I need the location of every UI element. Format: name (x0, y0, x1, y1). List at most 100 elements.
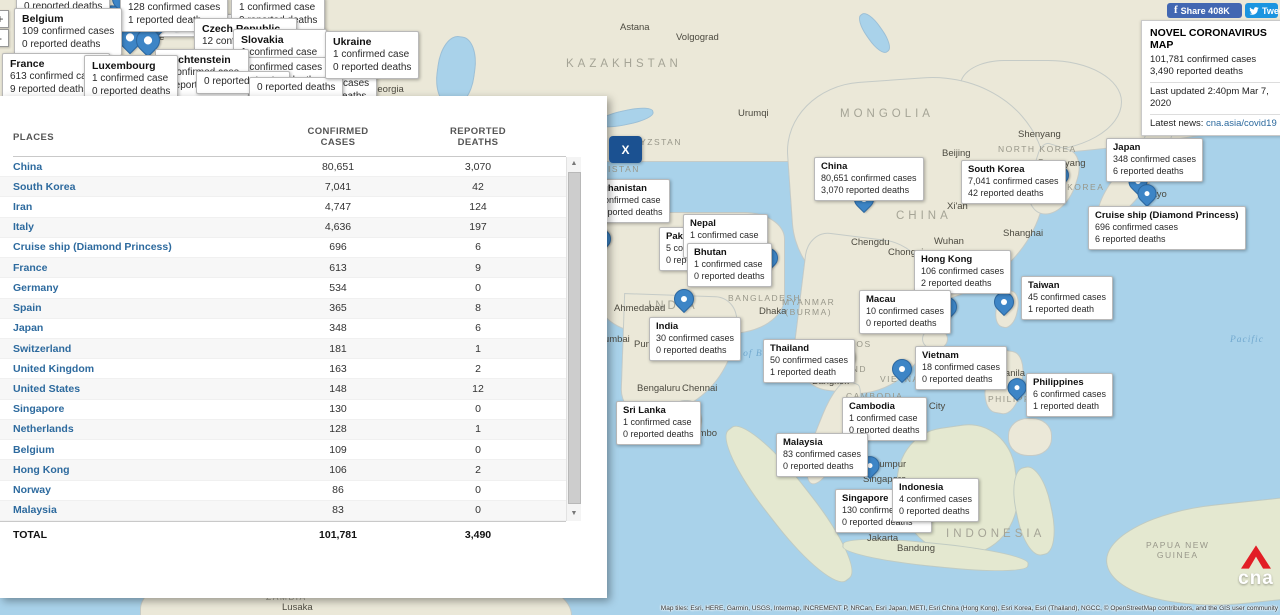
popup-line: 1 reported death (770, 366, 837, 377)
place-link[interactable]: Singapore (13, 403, 65, 416)
popup-line: 0 reported deaths (849, 424, 920, 435)
table-row: Japan 348 6 (0, 319, 566, 339)
popup-line: 45 confirmed cases (1028, 292, 1107, 302)
info-box: NOVEL CORONAVIRUS MAP 101,781 confirmed … (1141, 20, 1280, 136)
place-link[interactable]: Belgium (13, 443, 55, 456)
cases-value: 128 (329, 423, 347, 436)
map-popup: Bhutan 1 confirmed case 0 reported deaths (687, 243, 772, 287)
popup-line: 1 reported death (1033, 400, 1100, 411)
table-row: Spain 365 8 (0, 298, 566, 319)
facebook-share-button[interactable]: f Share 408K (1167, 3, 1242, 18)
place-link[interactable]: Italy (13, 221, 35, 234)
place-link[interactable]: South Korea (13, 180, 76, 193)
place-link[interactable]: Norway (13, 484, 51, 497)
zoom-in-button[interactable]: + (0, 10, 9, 28)
info-updated: Last updated 2:40pm Mar 7, 2020 (1150, 86, 1269, 109)
popup-title: Luxembourg (92, 60, 156, 72)
place-link[interactable]: Iran (13, 201, 33, 214)
table-row: Hong Kong 106 2 (0, 460, 566, 481)
place-link[interactable]: Netherlands (13, 423, 74, 436)
deaths-value: 1 (475, 423, 481, 436)
popup-line: 18 confirmed cases (922, 362, 1001, 372)
facebook-icon: f (1174, 4, 1178, 16)
popup-line: 0 reported deaths (866, 317, 937, 328)
place-link[interactable]: Spain (13, 302, 42, 315)
column-header-reported-deaths: REPORTED DEATHS (450, 126, 506, 148)
popup-title: Sri Lanka (623, 405, 666, 416)
panel-close-button[interactable]: X (609, 136, 642, 163)
table-row: Netherlands 128 1 (0, 419, 566, 441)
news-link[interactable]: cna.asia/covid19 (1205, 118, 1277, 129)
column-header-places: PLACES (13, 131, 54, 143)
place-link[interactable]: Germany (13, 281, 59, 294)
cases-value: 106 (329, 463, 347, 476)
table-row: South Korea 7,041 42 (0, 177, 566, 198)
total-label: TOTAL (13, 528, 48, 541)
table-row: China 80,651 3,070 (0, 157, 566, 178)
popup-line: 0 reported deaths (783, 460, 854, 471)
map-label: Pacific (1230, 335, 1264, 345)
popup-line: 0 reported deaths (656, 344, 727, 355)
place-link[interactable]: China (13, 160, 43, 173)
popup-line: 0 reported deaths (842, 516, 913, 527)
cases-value: 534 (329, 281, 347, 294)
map-popup: China 80,651 confirmed cases 3,070 reporte… (814, 157, 924, 201)
map-popup: Thailand 50 confirmed cases 1 reported dea… (763, 339, 856, 383)
popup-line: 0 reported deaths (333, 61, 412, 73)
table-body: China 80,651 3,070 South Korea 7,041 42 Iran 4,… (0, 157, 566, 521)
map-attribution: Map tiles: Esri, HERE, Garmin, USGS, Int… (660, 605, 1278, 612)
cna-logo: cna (1234, 545, 1278, 588)
twitter-bird-icon (1249, 6, 1259, 16)
popup-line: 10 confirmed cases (866, 306, 945, 316)
place-link[interactable]: Malaysia (13, 504, 57, 517)
map-popup: Indonesia 4 confirmed cases 0 reported dea… (892, 478, 980, 522)
popup-line: 1 reported death (128, 14, 202, 26)
zoom-out-button[interactable]: - (0, 29, 9, 47)
place-link[interactable]: Hong Kong (13, 463, 70, 476)
minus-icon: - (0, 31, 2, 45)
popup-line: 83 confirmed cases (783, 449, 862, 459)
place-link[interactable]: Switzerland (13, 342, 72, 355)
scroll-up-icon[interactable]: ▲ (570, 160, 578, 167)
popup-title: Ukraine (333, 36, 372, 48)
cases-value: 613 (329, 261, 347, 274)
popup-title: Singapore (842, 493, 889, 504)
info-confirmed: 101,781 confirmed cases (1150, 54, 1257, 65)
popup-line: 109 confirmed cases (22, 26, 115, 37)
map-popup: Cruise ship (Diamond Princess) 696 confir… (1088, 206, 1246, 250)
map-popup: Belgium 109 confirmed cases 0 reported dea… (14, 8, 123, 56)
cases-value: 181 (329, 342, 347, 355)
scroll-down-icon[interactable]: ▼ (570, 510, 578, 517)
map-popup: Ukraine 1 confirmed case 0 reported deaths (325, 31, 420, 79)
cases-value: 696 (329, 241, 347, 254)
popup-line: 9 reported deaths (10, 83, 89, 95)
cases-value: 109 (329, 443, 347, 456)
table-row: Norway 86 0 (0, 481, 566, 501)
tweet-button[interactable]: Tweet (1245, 3, 1280, 18)
place-link[interactable]: United States (13, 383, 81, 396)
deaths-value: 2 (475, 362, 481, 375)
table-scrollbar[interactable]: ▲ ▼ (566, 157, 581, 521)
place-link[interactable]: United Kingdom (13, 362, 95, 375)
scrollbar-thumb[interactable] (568, 172, 581, 504)
deaths-value: 3,070 (464, 160, 492, 173)
popup-line: 0 reported deaths (899, 505, 970, 516)
popup-title: Liechtenstein (163, 54, 231, 66)
popup-line: 0 reported deaths (922, 373, 993, 384)
place-link[interactable]: France (13, 261, 48, 274)
popup-line: 1 confirmed case (694, 259, 763, 269)
popup-line: 0 reported deaths (204, 76, 283, 87)
cna-logo-icon (1234, 545, 1278, 569)
popup-line: 1 confirmed case (239, 2, 316, 13)
cases-value: 4,636 (324, 221, 352, 234)
table-row: Switzerland 181 1 (0, 338, 566, 360)
popup-title: Vietnam (922, 350, 959, 361)
popup-line: 348 confirmed cases (1113, 154, 1197, 164)
place-link[interactable]: Cruise ship (Diamond Princess) (13, 241, 172, 254)
place-link[interactable]: Japan (13, 322, 44, 335)
plus-icon: + (0, 12, 4, 26)
deaths-value: 2 (475, 463, 481, 476)
info-divider (1150, 82, 1280, 83)
